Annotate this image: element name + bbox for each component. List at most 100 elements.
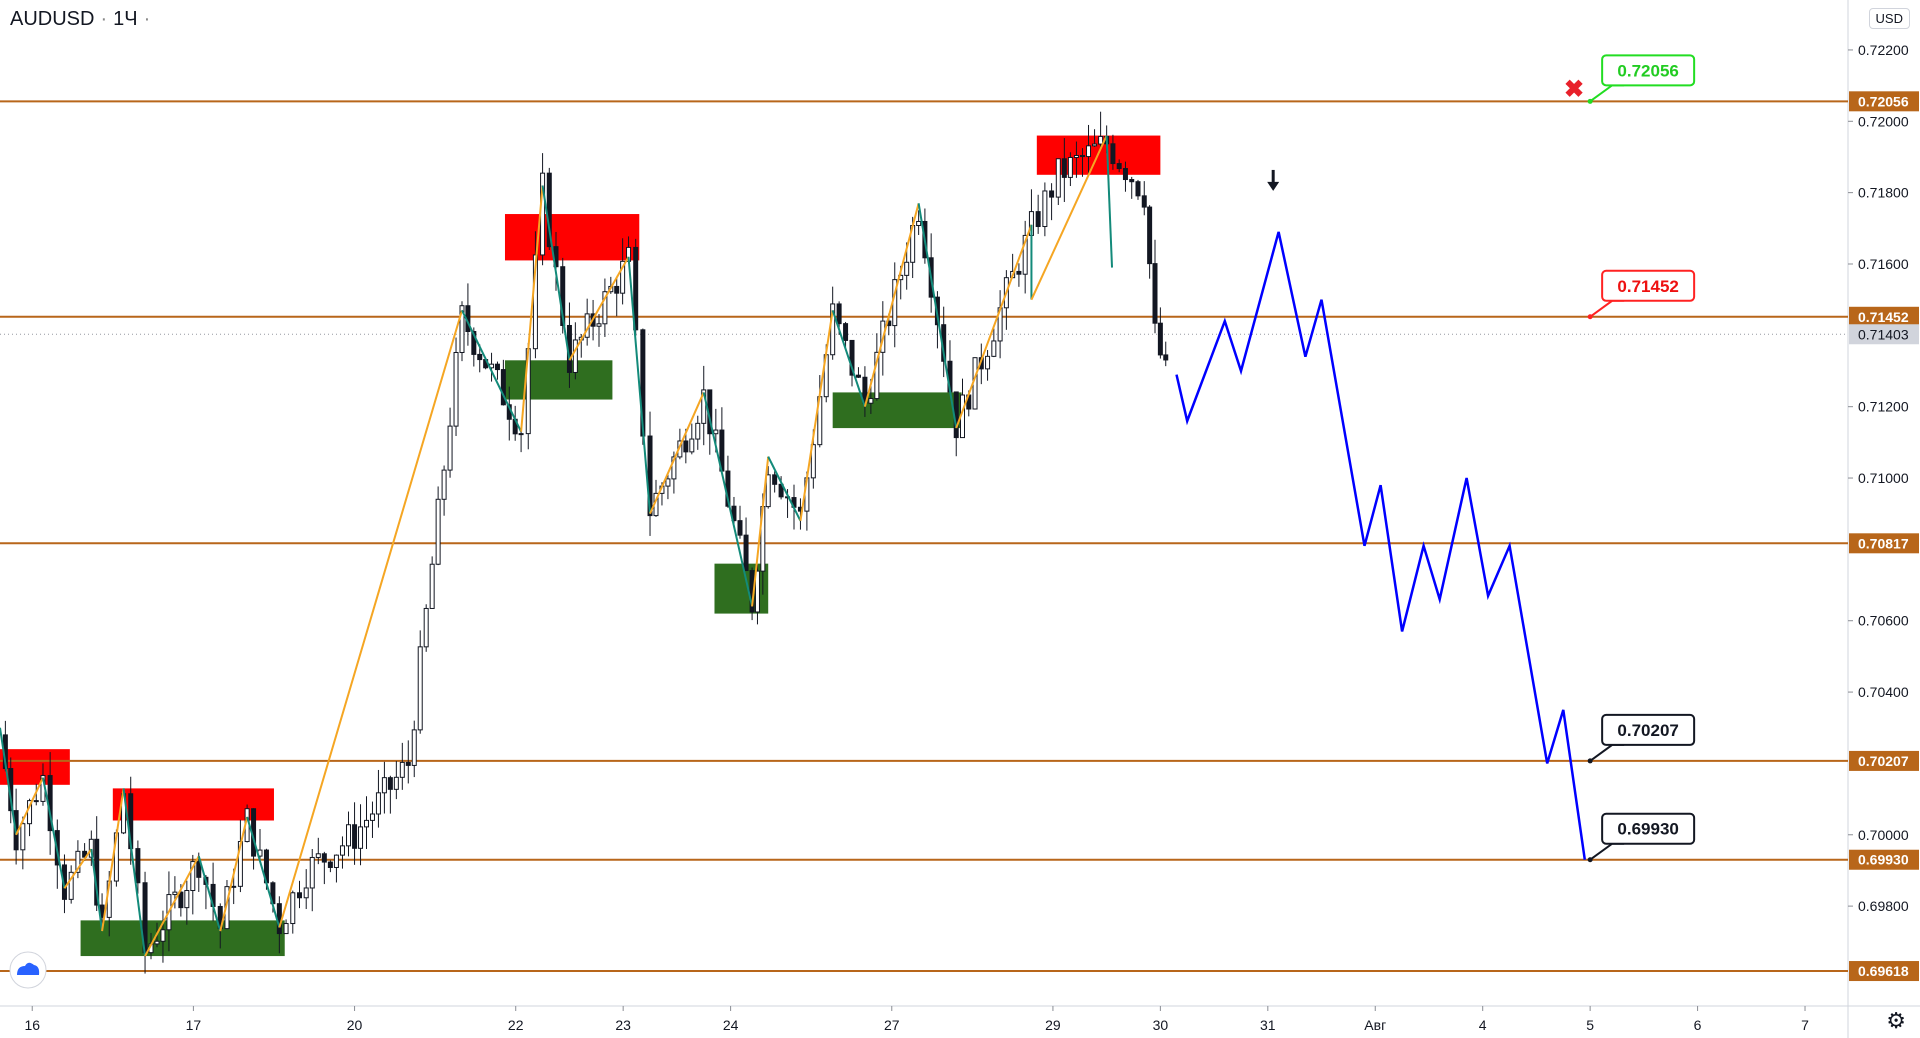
- symbol-label[interactable]: AUDUSD: [10, 8, 95, 30]
- resistance-zone[interactable]: [112, 788, 274, 821]
- candle-body: [985, 355, 991, 370]
- candle-body: [518, 433, 524, 436]
- candle-body: [494, 363, 500, 371]
- wave-up-segment[interactable]: [101, 788, 125, 932]
- candle-body: [1135, 181, 1141, 197]
- interval-label[interactable]: 1Ч: [113, 8, 138, 30]
- wave-up-segment[interactable]: [568, 256, 630, 361]
- wave-down-segment[interactable]: [461, 309, 522, 433]
- wave-up-segment[interactable]: [955, 224, 1033, 429]
- wave-up-segment[interactable]: [144, 855, 200, 957]
- wave-down-segment[interactable]: [122, 788, 147, 957]
- wave-up-segment[interactable]: [799, 310, 834, 521]
- level-price-tag-label: 0.70207: [1858, 753, 1909, 769]
- candle-body: [614, 285, 620, 294]
- candle-body: [855, 374, 861, 378]
- resistance-zone[interactable]: [504, 214, 640, 261]
- callout-pointer: [1589, 842, 1625, 861]
- wave-up-segment[interactable]: [63, 848, 93, 889]
- wave-down-segment[interactable]: [767, 456, 802, 522]
- support-zone[interactable]: [504, 360, 613, 400]
- time-tick-label: 17: [186, 1017, 202, 1033]
- level-price-tag: [1849, 91, 1919, 112]
- candle-body: [916, 220, 922, 226]
- wave-down-segment[interactable]: [541, 185, 571, 361]
- gear-icon[interactable]: ⚙: [1886, 1008, 1906, 1033]
- price-callout[interactable]: [1601, 812, 1696, 845]
- separator-dot: ·: [100, 8, 108, 30]
- price-callout-label: 0.69930: [1617, 820, 1678, 839]
- candle-body: [369, 813, 375, 821]
- support-zone[interactable]: [80, 920, 285, 957]
- support-zone[interactable]: [714, 563, 769, 614]
- wave-down-segment[interactable]: [1105, 135, 1114, 268]
- candle-body: [540, 172, 546, 256]
- candle-body: [321, 853, 327, 863]
- time-tick-label: 7: [1801, 1017, 1809, 1033]
- chart-header: AUDUSD · 1Ч ·: [10, 8, 156, 31]
- candle-body: [471, 331, 477, 355]
- candle-body: [671, 456, 677, 480]
- price-callout[interactable]: [1601, 54, 1696, 87]
- wave-down-segment[interactable]: [917, 203, 958, 429]
- wave-up-segment[interactable]: [863, 203, 920, 407]
- callout-pointer: [1589, 743, 1625, 762]
- wave-up-segment[interactable]: [15, 777, 44, 836]
- candle-body: [683, 440, 689, 453]
- wave-down-segment[interactable]: [0, 727, 18, 835]
- candle-body: [713, 429, 719, 435]
- wave-down-segment[interactable]: [41, 777, 66, 889]
- price-callout[interactable]: [1601, 713, 1696, 746]
- wave-up-segment[interactable]: [649, 392, 705, 515]
- candle-body: [68, 871, 74, 900]
- time-tick-label: 31: [1260, 1017, 1276, 1033]
- candle-body: [441, 469, 447, 500]
- level-price-tag: [1849, 961, 1919, 982]
- time-tick-label: 29: [1045, 1017, 1061, 1033]
- candle-body: [1116, 163, 1122, 170]
- candle-body: [346, 824, 352, 847]
- candle-body: [358, 826, 364, 849]
- wave-down-segment[interactable]: [627, 256, 652, 514]
- support-zone[interactable]: [832, 392, 962, 429]
- candle-body: [296, 892, 302, 899]
- level-price-tag-label: 0.69618: [1858, 963, 1909, 979]
- candle-body: [1055, 158, 1061, 198]
- candle-body: [695, 422, 701, 440]
- cancel-x-icon: ✖: [1564, 76, 1584, 103]
- candle-body: [1086, 145, 1092, 158]
- level-price-tag: [1849, 750, 1919, 771]
- wave-down-segment[interactable]: [197, 855, 222, 932]
- wave-up-segment[interactable]: [278, 310, 463, 928]
- price-tick-label: 0.71600: [1858, 256, 1909, 272]
- candle-body: [453, 351, 459, 427]
- candle-body: [333, 854, 339, 868]
- candle-body: [836, 303, 842, 325]
- wave-up-segment[interactable]: [219, 816, 249, 932]
- price-callout[interactable]: [1601, 269, 1696, 302]
- wave-down-segment[interactable]: [831, 310, 866, 407]
- candle-body: [560, 266, 566, 326]
- candle-body: [1092, 143, 1098, 147]
- time-tick-label: 5: [1586, 1017, 1594, 1033]
- candle-body: [411, 729, 417, 766]
- candle-body: [1129, 179, 1135, 183]
- time-tick-label: 27: [884, 1017, 900, 1033]
- wave-down-segment[interactable]: [90, 848, 104, 932]
- currency-button[interactable]: USD: [1868, 8, 1910, 29]
- forecast-path[interactable]: [1175, 231, 1587, 860]
- wave-up-segment[interactable]: [1030, 135, 1108, 301]
- time-tick-label: 24: [723, 1017, 739, 1033]
- candle-body: [1016, 270, 1022, 275]
- time-tick-label: 4: [1479, 1017, 1487, 1033]
- wave-up-segment[interactable]: [751, 456, 770, 607]
- candle-body: [231, 885, 237, 888]
- candle-body: [178, 891, 184, 909]
- wave-up-segment[interactable]: [520, 185, 544, 432]
- candle-body: [283, 923, 289, 935]
- wave-down-segment[interactable]: [246, 816, 281, 928]
- price-tick-label: 0.71000: [1858, 470, 1909, 486]
- wave-down-segment[interactable]: [702, 392, 754, 607]
- price-tick-label: 0.70000: [1858, 827, 1909, 843]
